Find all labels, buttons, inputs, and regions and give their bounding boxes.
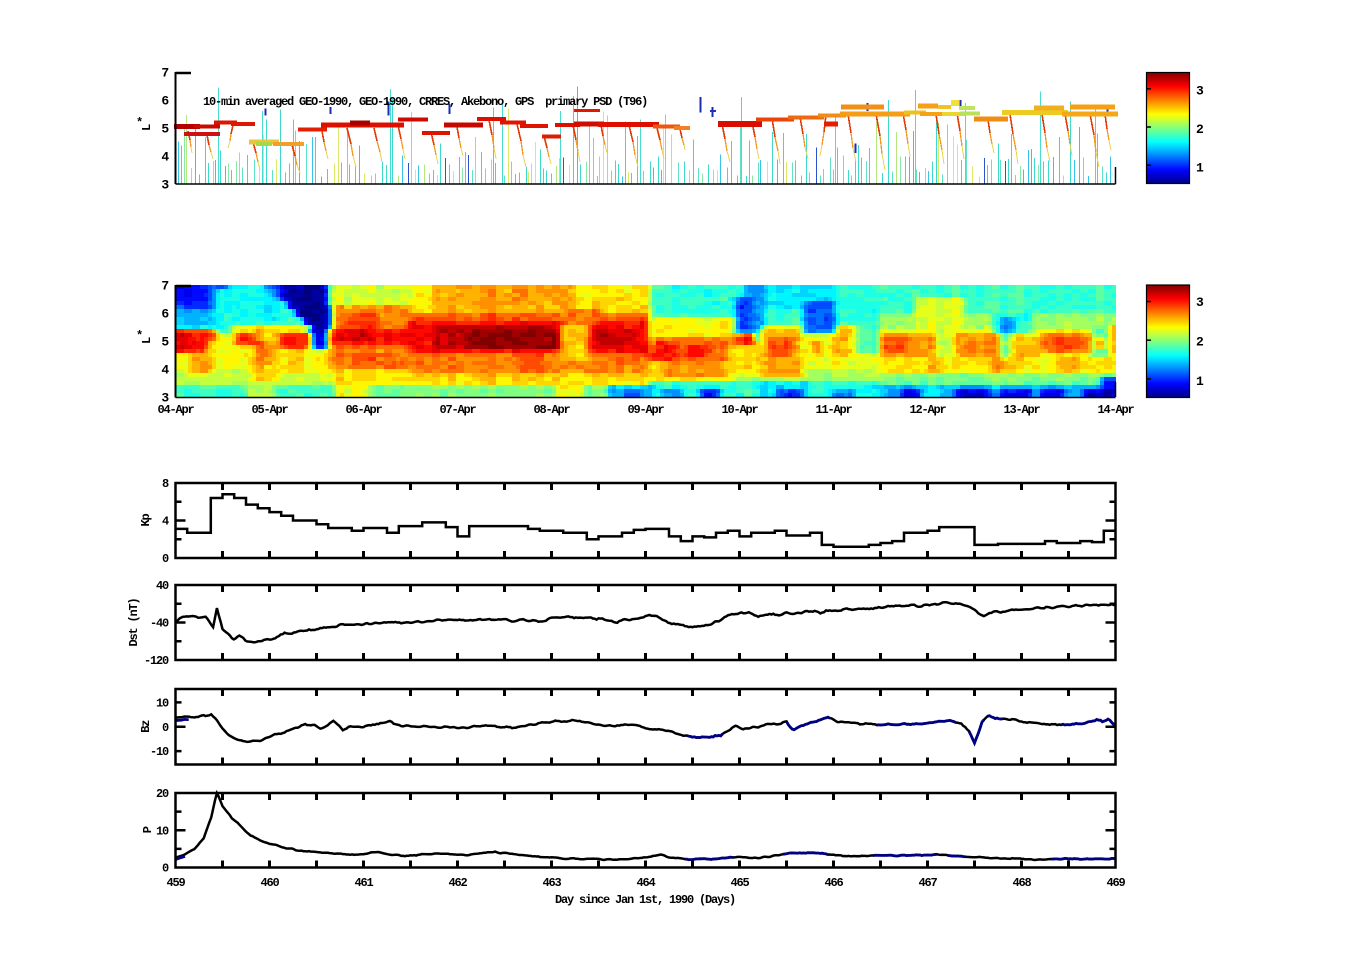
svg-text:468: 468 xyxy=(1012,876,1031,890)
svg-text:Bz: Bz xyxy=(139,720,153,733)
svg-text:2: 2 xyxy=(1196,335,1204,350)
svg-text:462: 462 xyxy=(448,876,467,890)
svg-text:06-Apr: 06-Apr xyxy=(345,403,382,417)
svg-text:6: 6 xyxy=(161,94,169,109)
svg-text:09-Apr: 09-Apr xyxy=(627,403,664,417)
svg-text:-40: -40 xyxy=(150,617,169,631)
svg-text:464: 464 xyxy=(636,876,655,890)
svg-text:10: 10 xyxy=(156,696,169,710)
svg-text:Day since Jan 1st, 1990 (Days): Day since Jan 1st, 1990 (Days) xyxy=(555,893,735,907)
svg-text:*: * xyxy=(136,116,142,130)
svg-text:-120: -120 xyxy=(144,654,169,668)
svg-text:4: 4 xyxy=(162,515,169,529)
svg-text:04-Apr: 04-Apr xyxy=(157,403,194,417)
svg-text:0: 0 xyxy=(162,862,169,876)
svg-text:5: 5 xyxy=(161,335,169,350)
svg-text:4: 4 xyxy=(161,363,169,378)
svg-text:7: 7 xyxy=(161,66,168,81)
svg-text:08-Apr: 08-Apr xyxy=(533,403,570,417)
svg-text:L: L xyxy=(140,124,154,131)
svg-text:0: 0 xyxy=(162,552,169,566)
svg-text:14-Apr: 14-Apr xyxy=(1097,403,1134,417)
svg-text:05-Apr: 05-Apr xyxy=(251,403,288,417)
svg-text:10-Apr: 10-Apr xyxy=(721,403,758,417)
svg-text:*: * xyxy=(136,329,142,343)
svg-text:0: 0 xyxy=(162,721,169,735)
svg-text:460: 460 xyxy=(260,876,279,890)
svg-text:3: 3 xyxy=(1196,84,1204,99)
svg-text:469: 469 xyxy=(1106,876,1125,890)
svg-text:467: 467 xyxy=(918,876,937,890)
svg-text:10-min averaged GEO-1990, GEO-: 10-min averaged GEO-1990, GEO-1990, CRRE… xyxy=(203,95,647,109)
svg-text:1: 1 xyxy=(1196,374,1204,389)
svg-text:459: 459 xyxy=(166,876,185,890)
svg-text:466: 466 xyxy=(824,876,843,890)
svg-text:13-Apr: 13-Apr xyxy=(1003,403,1040,417)
svg-text:20: 20 xyxy=(156,787,169,801)
svg-text:11-Apr: 11-Apr xyxy=(815,403,852,417)
svg-text:5: 5 xyxy=(161,122,169,137)
svg-text:12-Apr: 12-Apr xyxy=(909,403,946,417)
svg-text:2: 2 xyxy=(1196,122,1204,137)
svg-text:463: 463 xyxy=(542,876,561,890)
svg-text:Dst (nT): Dst (nT) xyxy=(127,598,141,646)
svg-text:465: 465 xyxy=(730,876,749,890)
svg-text:1: 1 xyxy=(1196,161,1204,176)
svg-text:3: 3 xyxy=(1196,295,1204,310)
svg-text:L: L xyxy=(140,337,154,344)
svg-text:07-Apr: 07-Apr xyxy=(439,403,476,417)
svg-text:Kp: Kp xyxy=(139,514,153,527)
svg-text:461: 461 xyxy=(354,876,373,890)
svg-text:40: 40 xyxy=(156,579,169,593)
svg-text:-10: -10 xyxy=(150,745,169,759)
svg-text:10: 10 xyxy=(156,824,169,838)
svg-text:6: 6 xyxy=(161,307,169,322)
svg-text:4: 4 xyxy=(161,150,169,165)
svg-text:8: 8 xyxy=(162,477,169,491)
svg-text:P: P xyxy=(141,826,155,833)
svg-text:3: 3 xyxy=(161,391,169,406)
svg-text:3: 3 xyxy=(161,178,169,193)
svg-text:7: 7 xyxy=(161,279,168,294)
